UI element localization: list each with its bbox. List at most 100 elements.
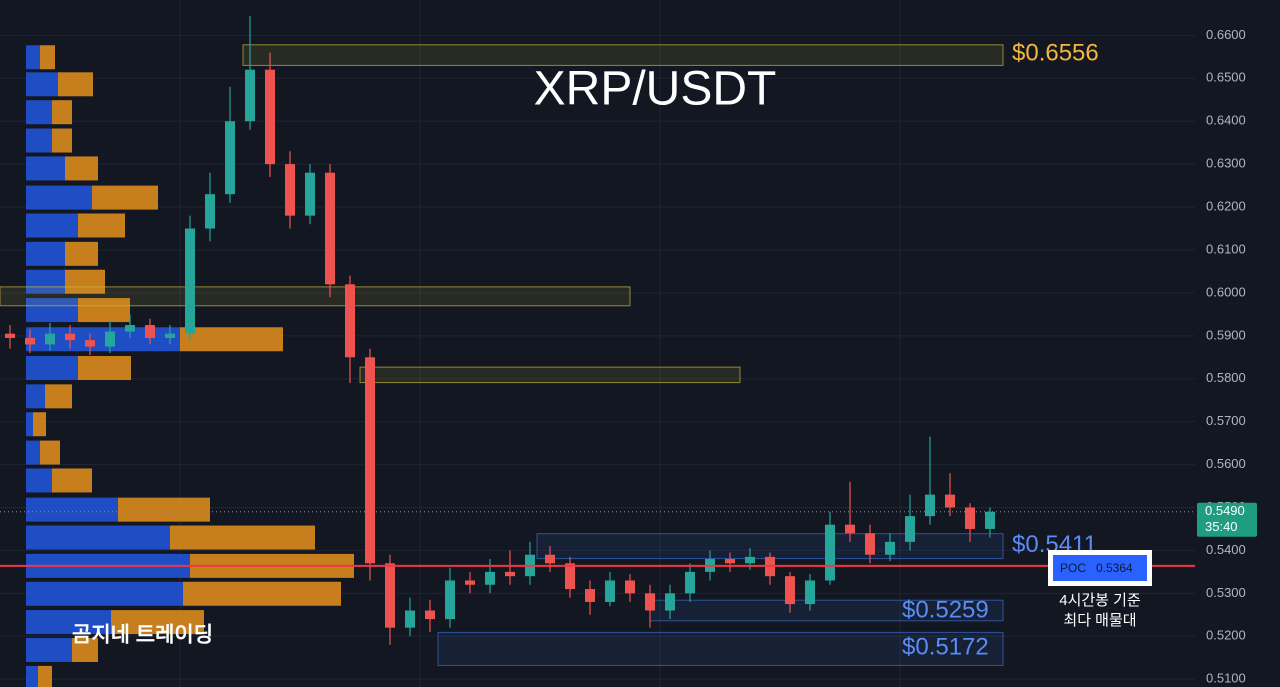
profile-buy [26, 72, 58, 97]
candle-body [805, 580, 815, 605]
profile-sell [72, 638, 98, 663]
profile-buy [26, 185, 92, 210]
candle-body [845, 524, 855, 534]
candle-body [85, 340, 95, 347]
profile-buy [26, 128, 52, 153]
candle-body [965, 507, 975, 529]
y-tick-label: 0.5100 [1206, 671, 1246, 686]
candle-body [785, 576, 795, 605]
candle-body [925, 494, 935, 517]
profile-buy [26, 581, 183, 606]
profile-sell [170, 525, 315, 550]
profile-sell [180, 327, 283, 352]
note-line: 4시간봉 기준 [1059, 592, 1141, 609]
y-tick-label: 0.6500 [1206, 70, 1246, 85]
profile-sell [78, 356, 131, 381]
candle-body [985, 511, 995, 529]
profile-buy [26, 525, 170, 550]
candle-body [105, 331, 115, 347]
candle-body [465, 580, 475, 585]
profile-sell [52, 128, 72, 153]
candle-body [225, 121, 235, 195]
candle-body [405, 610, 415, 628]
last-price-timer: 35:40 [1205, 519, 1238, 534]
candle-body [625, 580, 635, 594]
candle-body [25, 337, 35, 345]
profile-sell [118, 497, 210, 522]
candle-body [305, 172, 315, 216]
profile-buy [26, 241, 65, 266]
y-tick-label: 0.6000 [1206, 284, 1246, 299]
zone-label: $0.6556 [1012, 40, 1099, 67]
candle-body [445, 580, 455, 620]
profile-buy [26, 100, 52, 125]
profile-buy [26, 156, 65, 181]
candles [5, 16, 995, 645]
profile-sell [92, 185, 158, 210]
profile-sell [40, 440, 60, 465]
chart-title: XRP/USDT [534, 63, 777, 116]
candle-body [245, 69, 255, 122]
profile-buy [26, 665, 38, 687]
profile-buy [26, 384, 45, 409]
zone-box [0, 286, 631, 307]
profile-sell [78, 298, 130, 323]
profile-sell [33, 412, 46, 437]
candle-body [345, 284, 355, 358]
candle-body [605, 580, 615, 602]
candle-body [5, 333, 15, 338]
candle-body [45, 333, 55, 345]
y-tick-label: 0.6400 [1206, 113, 1246, 128]
profile-sell [40, 45, 55, 70]
y-tick-label: 0.5200 [1206, 628, 1246, 643]
profile-buy [26, 45, 40, 70]
profile-buy [26, 298, 78, 323]
y-tick-label: 0.5300 [1206, 585, 1246, 600]
y-tick-label: 0.5600 [1206, 456, 1246, 471]
candle-body [565, 563, 575, 590]
profile-sell [78, 213, 125, 238]
candle-body [905, 516, 915, 542]
profile-sell [65, 156, 98, 181]
candle-body [825, 524, 835, 581]
profile-buy [26, 468, 52, 493]
y-tick-label: 0.5700 [1206, 413, 1246, 428]
profile-sell [65, 241, 98, 266]
candle-body [325, 172, 335, 285]
profile-sell [52, 100, 72, 125]
profile-buy [26, 356, 78, 381]
volume-profile [26, 45, 354, 687]
profile-sell [45, 384, 72, 409]
candle-body [645, 593, 655, 611]
candle-body [745, 556, 755, 564]
last-price-box [1197, 502, 1257, 537]
candle-body [365, 357, 375, 564]
zone-label: $0.5172 [902, 634, 989, 661]
zone-box [437, 631, 1004, 666]
profile-buy [26, 497, 118, 522]
candle-body [65, 333, 75, 341]
candle-body [585, 589, 595, 602]
profile-sell [111, 610, 204, 635]
zone-box [242, 44, 1004, 66]
profile-buy [26, 269, 65, 294]
candle-body [665, 593, 675, 611]
y-tick-label: 0.6600 [1206, 27, 1246, 42]
candle-body [265, 69, 275, 165]
candle-body [885, 541, 895, 555]
profile-buy [26, 440, 40, 465]
candle-body [865, 533, 875, 555]
profile-sell [38, 665, 52, 687]
profile-sell [52, 468, 92, 493]
candle-body [385, 563, 395, 628]
y-tick-label: 0.6200 [1206, 198, 1246, 213]
candle-body [945, 494, 955, 508]
candle-body [205, 194, 215, 229]
profile-buy [26, 412, 33, 437]
candle-body [185, 228, 195, 334]
profile-sell [183, 581, 341, 606]
profile-buy [26, 610, 111, 635]
y-tick-label: 0.6100 [1206, 241, 1246, 256]
